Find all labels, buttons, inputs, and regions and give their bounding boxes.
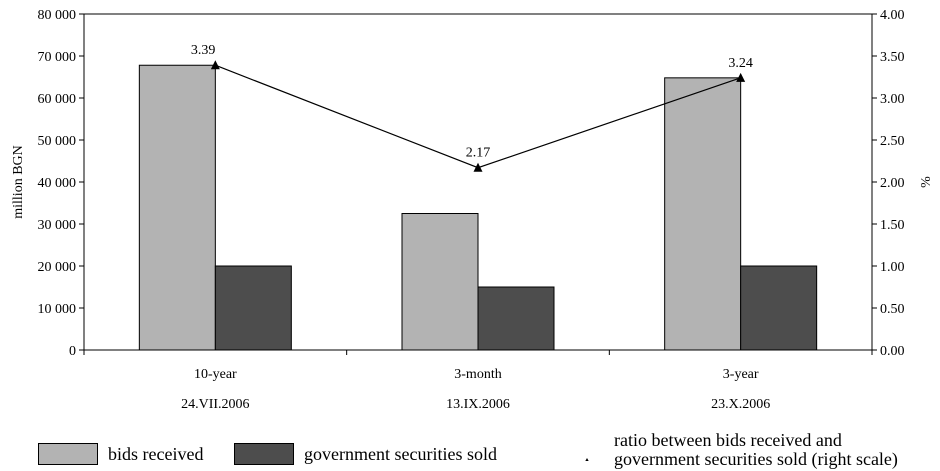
x-axis-category-label: 3-month <box>454 367 501 382</box>
ratio-point-marker <box>473 162 483 172</box>
y2-axis-tick-label: 1.50 <box>880 218 905 233</box>
ratio-data-label: 3.39 <box>191 43 216 58</box>
y-axis-tick-label: 60 000 <box>38 92 77 107</box>
bar-bids-received <box>664 77 742 351</box>
legend-label-ratio-line1: ratio between bids received and <box>614 430 842 450</box>
y-axis-tick-label: 40 000 <box>38 176 77 191</box>
x-axis-date-label: 13.IX.2006 <box>446 397 510 412</box>
bar-bids-received <box>401 213 479 351</box>
legend-item-sold: government securities sold <box>234 443 497 465</box>
y2-axis-tick-label: 3.50 <box>880 50 905 65</box>
y2-axis-tick-label: 2.50 <box>880 134 905 149</box>
y-axis-tick-label: 10 000 <box>38 302 77 317</box>
y2-axis-title: % <box>919 176 934 188</box>
legend-label-ratio-line2: government securities sold (right scale) <box>614 448 898 469</box>
y2-axis-tick-label: 4.00 <box>880 8 905 23</box>
legend-swatch-sold <box>234 443 294 465</box>
legend-swatch-bids <box>38 443 98 465</box>
x-axis-category-label: 10-year <box>194 367 237 382</box>
legend-item-ratio: ratio between bids received and governme… <box>566 431 898 469</box>
legend-line-marker-icon <box>585 457 589 461</box>
y2-axis-tick-label: 1.00 <box>880 260 905 275</box>
legend-item-bids: bids received <box>38 443 203 465</box>
y-axis-tick-label: 70 000 <box>38 50 77 65</box>
y-axis-title: million BGN <box>11 145 26 219</box>
bar-securities-sold <box>214 265 292 351</box>
bar-securities-sold <box>477 286 555 351</box>
y2-axis-tick-label: 3.00 <box>880 92 905 107</box>
ratio-data-label: 3.24 <box>728 56 753 71</box>
y2-axis-tick-label: 0.50 <box>880 302 905 317</box>
y2-axis-tick-label: 0.00 <box>880 344 905 359</box>
y-axis-tick-label: 80 000 <box>38 8 77 23</box>
y-axis-tick-label: 30 000 <box>38 218 77 233</box>
x-axis-category-label: 3-year <box>723 367 759 382</box>
legend-label-bids: bids received <box>108 443 204 464</box>
bar-securities-sold <box>740 265 818 351</box>
legend-label-sold: government securities sold <box>304 443 497 464</box>
y-axis-tick-label: 0 <box>69 344 76 359</box>
x-axis-date-label: 23.X.2006 <box>711 397 770 412</box>
ratio-point-marker <box>210 60 220 70</box>
y-axis-tick-label: 20 000 <box>38 260 77 275</box>
ratio-point-marker <box>736 72 746 82</box>
bar-bids-received <box>138 64 216 351</box>
x-axis-date-label: 24.VII.2006 <box>181 397 249 412</box>
ratio-data-label: 2.17 <box>466 146 491 161</box>
chart-canvas: 0 10 000 20 000 30 000 40 000 50 000 60 000 70 … <box>11 8 934 412</box>
y2-axis-tick-label: 2.00 <box>880 176 905 191</box>
y-axis-tick-label: 50 000 <box>38 134 77 149</box>
